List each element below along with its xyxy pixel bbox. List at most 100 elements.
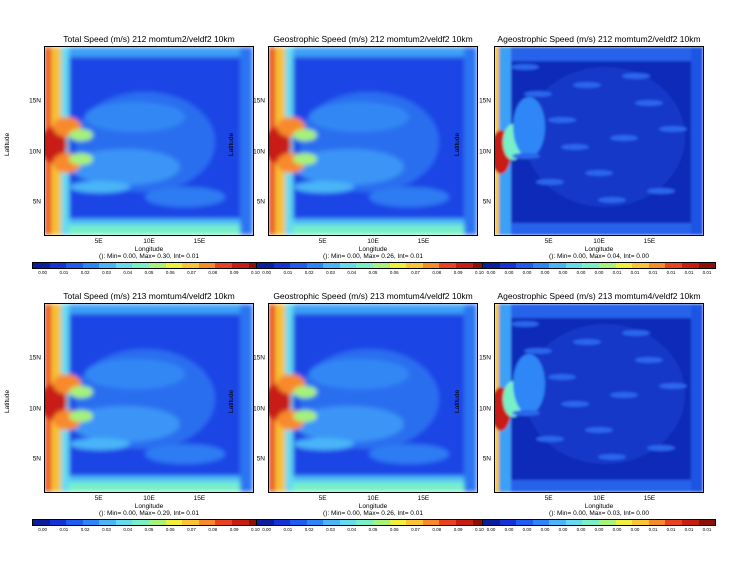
y-axis-label: Latitude <box>4 132 11 156</box>
colorbar-swatch <box>665 263 682 268</box>
x-tick-label: 15E <box>643 495 656 502</box>
y-axis-label: Latitude <box>228 389 235 413</box>
y-tick-label: 15N <box>253 97 265 105</box>
colorbar-label: 0.01 <box>648 270 658 275</box>
chart-title: Ageostrophic Speed (m/s) 213 momtum4/vel… <box>497 291 701 301</box>
colorbar-label: 0.00 <box>558 270 568 275</box>
colorbar-swatch <box>231 520 249 525</box>
colorbar-swatch <box>66 520 83 525</box>
x-tick-label: 5E <box>94 238 103 245</box>
y-tick-label: 10N <box>479 148 491 156</box>
x-tick-label: 15E <box>193 495 206 502</box>
chart-panel: Geostrophic Speed (m/s) 212 momtum2/veld… <box>228 34 490 275</box>
colorbar-label: 0.09 <box>453 527 463 532</box>
colorbar-label: 0.03 <box>326 270 335 275</box>
colorbar-label: 0.01 <box>283 527 293 532</box>
colorbar <box>32 519 266 526</box>
colorbar-label: 0.00 <box>38 527 48 532</box>
x-axis-label: Longitude <box>584 503 614 510</box>
colorbar-label: 0.06 <box>389 527 399 532</box>
y-tick-label: 10N <box>253 148 265 156</box>
colorbar-swatch <box>290 520 307 525</box>
colorbar-swatch <box>665 520 682 525</box>
colorbar-label: 0.03 <box>102 270 111 275</box>
colorbar-label: 0.04 <box>123 270 133 275</box>
colorbar <box>482 519 716 526</box>
colorbar-swatch <box>549 520 566 525</box>
colorbar-label: 0.02 <box>80 527 90 532</box>
chart-panel: Total Speed (m/s) 213 momtum4/veldf2 10k… <box>4 291 266 532</box>
colorbar-swatch <box>99 263 116 268</box>
colorbar-label: 0.06 <box>389 270 399 275</box>
colorbar-label: 0.00 <box>262 270 272 275</box>
colorbar-label: 0.01 <box>59 270 69 275</box>
colorbar-labels: 0.00 0.00 0.00 0.00 0.00 0.00 0.00 0.01 0.01 0.01… <box>482 270 716 278</box>
colorbar-swatch <box>615 520 633 525</box>
y-tick-label: 15N <box>253 354 265 362</box>
colorbar-swatch <box>323 263 340 268</box>
colorbar-label: 0.01 <box>702 270 712 275</box>
heatmap-field <box>45 304 253 492</box>
colorbar-swatch <box>182 520 199 525</box>
colorbar-label: 0.01 <box>666 527 676 532</box>
colorbar-swatch <box>565 520 583 525</box>
colorbar-label: 0.00 <box>540 270 550 275</box>
colorbar-swatch <box>99 520 116 525</box>
colorbar-label: 0.00 <box>504 270 514 275</box>
stats-text: (): Min= 0.00, Max= 0.29, Int= 0.01 <box>99 510 199 517</box>
chart-title: Ageostrophic Speed (m/s) 212 momtum2/vel… <box>497 34 701 44</box>
colorbar-swatch <box>422 520 440 525</box>
colorbar-label: 0.00 <box>522 270 532 275</box>
heatmap-plot <box>44 303 254 493</box>
colorbar-swatch <box>198 263 216 268</box>
colorbar-swatch <box>472 263 490 268</box>
heatmap-field <box>495 47 703 235</box>
heatmap-plot <box>44 46 254 236</box>
colorbar-labels: 0.00 0.01 0.02 0.03 0.04 0.05 0.06 0.07 0.08 0.09… <box>32 270 266 278</box>
colorbar-swatch <box>439 520 456 525</box>
y-axis-label: Latitude <box>228 132 235 156</box>
colorbar-swatch <box>257 263 274 268</box>
colorbar-swatch <box>615 263 633 268</box>
colorbar-labels: 0.00 0.00 0.00 0.00 0.00 0.00 0.00 0.00 0.00 0.01… <box>482 527 716 535</box>
colorbar-swatch <box>165 520 183 525</box>
colorbar-label: 0.00 <box>38 270 48 275</box>
colorbar-label: 0.00 <box>486 527 496 532</box>
colorbar-label: 0.07 <box>187 270 196 275</box>
y-tick-labels: 15N 10N 5N <box>20 46 41 236</box>
colorbar-swatch <box>532 520 550 525</box>
colorbar-label: 0.03 <box>326 527 335 532</box>
colorbar-swatch <box>182 263 199 268</box>
y-tick-label: 5N <box>32 198 41 206</box>
colorbar-label: 0.04 <box>347 270 357 275</box>
y-tick-label: 5N <box>482 198 491 206</box>
y-tick-labels: 15N 10N 5N <box>470 303 491 493</box>
colorbar-swatch <box>406 263 423 268</box>
colorbar-swatch <box>582 263 600 268</box>
colorbar-label: 0.02 <box>304 527 314 532</box>
colorbar-swatch <box>439 263 456 268</box>
colorbar-swatch <box>132 520 150 525</box>
colorbar-swatch <box>648 520 666 525</box>
colorbar-label: 0.01 <box>612 270 622 275</box>
colorbar-label: 0.10 <box>474 270 484 275</box>
stats-text: (): Min= 0.00, Max= 0.03, Int= 0.00 <box>549 510 649 517</box>
y-tick-label: 5N <box>256 455 265 463</box>
colorbar-label: 0.05 <box>144 270 154 275</box>
colorbar-swatch <box>306 263 324 268</box>
colorbar-label: 0.00 <box>594 527 604 532</box>
colorbar-label: 0.08 <box>432 527 442 532</box>
colorbar-swatch <box>648 263 666 268</box>
colorbar-swatch <box>389 520 407 525</box>
y-tick-label: 10N <box>253 405 265 413</box>
colorbar-swatch <box>472 520 490 525</box>
stats-text: (): Min= 0.00, Max= 0.30, Int= 0.01 <box>99 253 199 260</box>
colorbar-label: 0.01 <box>630 270 640 275</box>
colorbar-swatch <box>632 263 649 268</box>
y-tick-label: 10N <box>479 405 491 413</box>
colorbar-swatch <box>33 520 50 525</box>
heatmap-field <box>45 47 253 235</box>
x-tick-label: 15E <box>643 238 656 245</box>
colorbar-swatch <box>165 263 183 268</box>
chart-title: Total Speed (m/s) 212 momtum2/veldf2 10k… <box>63 34 235 44</box>
